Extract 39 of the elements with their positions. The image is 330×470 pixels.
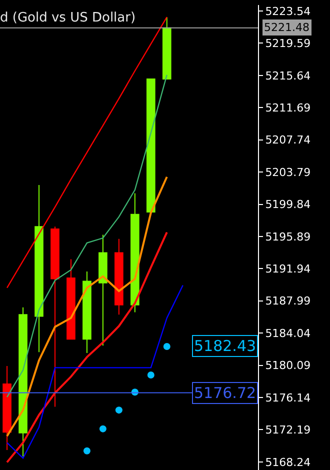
- candlestick: [98, 234, 108, 346]
- y-tick-label: 5215.64: [265, 69, 311, 82]
- y-tick-label: 5172.19: [265, 424, 311, 437]
- y-tick-label: 5184.04: [265, 326, 311, 340]
- ref-line-label: 5176.72: [194, 384, 256, 402]
- candlestick: [162, 16, 172, 80]
- candlestick: [82, 270, 92, 354]
- candlestick: [66, 258, 76, 340]
- y-tick-label: 5199.84: [265, 198, 311, 212]
- annotation: 5182.43: [194, 337, 256, 355]
- line-series: [6, 176, 168, 438]
- point: [99, 425, 106, 432]
- point: [83, 447, 90, 454]
- line-series: [6, 74, 168, 398]
- line-series: [6, 231, 168, 464]
- y-tick-label: 5187.99: [265, 294, 311, 308]
- candlestick: [18, 306, 28, 458]
- y-tick-label: 5176.14: [265, 391, 311, 404]
- y-tick-label: 5203.79: [265, 166, 311, 179]
- y-tick-label: 5180.09: [265, 359, 311, 372]
- y-tick-label: 5211.69: [265, 102, 311, 114]
- y-tick-label: 5223.54: [265, 4, 311, 18]
- candlestick: [34, 184, 44, 353]
- line-series: [6, 284, 184, 459]
- point: [115, 406, 122, 414]
- point: [163, 342, 170, 350]
- point: [147, 372, 154, 379]
- y-tick-label: 5219.59: [265, 37, 311, 50]
- y-tick-label: 5207.74: [265, 134, 311, 147]
- candlestick: [146, 78, 156, 212]
- candlestick: [114, 238, 124, 316]
- candlestick: [130, 192, 140, 313]
- y-tick-label: 5168.24: [265, 456, 311, 469]
- candlestick: [2, 366, 12, 451]
- y-tick-label: 5191.94: [265, 262, 311, 276]
- candlestick: [50, 226, 60, 408]
- y-tick-label: 5195.89: [265, 230, 311, 244]
- ref-line-label: 5221.48: [264, 21, 310, 34]
- text: d (Gold vs US Dollar): [0, 10, 136, 26]
